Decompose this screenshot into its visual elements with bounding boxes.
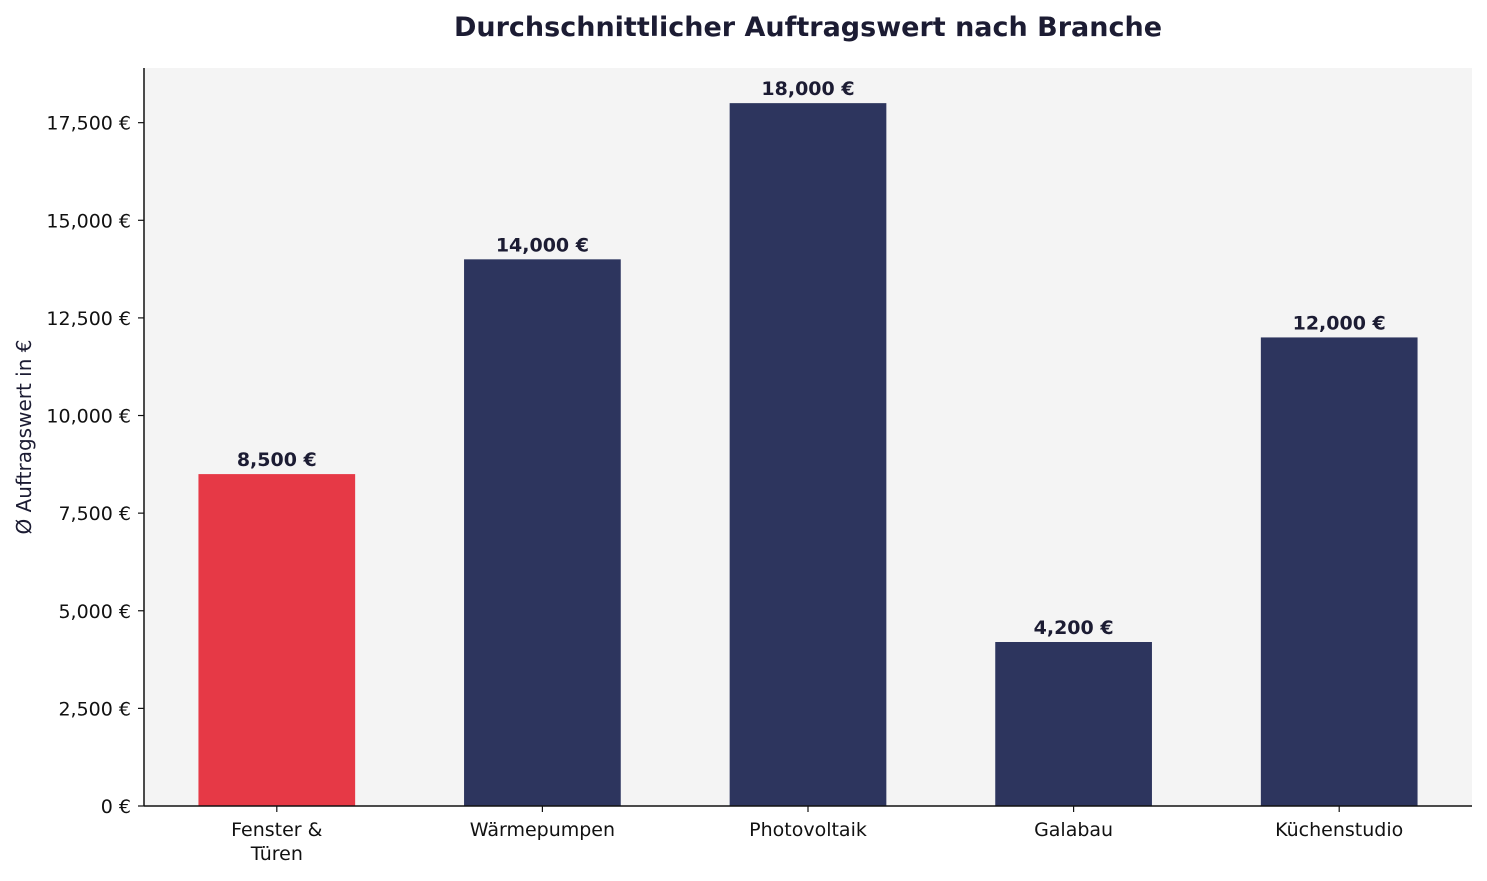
value-label-0: 8,500 € — [237, 449, 317, 471]
y-ticks-group: 0 € 2,500 € 5,000 € 7,500 € 10,000 € 12,500 €… — [46, 113, 144, 818]
value-label-2: 18,000 € — [761, 78, 854, 100]
y-tick-label-5: 12,500 € — [46, 308, 131, 330]
bar-3 — [995, 642, 1152, 806]
x-tick-label-4: Küchenstudio — [1275, 819, 1403, 841]
value-label-1: 14,000 € — [496, 234, 589, 256]
bar-2 — [729, 103, 887, 806]
y-tick-label-7: 17,500 € — [46, 113, 131, 135]
y-tick-label-0: 0 € — [101, 796, 131, 818]
value-labels-group: 8,500 € 14,000 € 18,000 € 4,200 € 12,000 € — [237, 78, 1386, 639]
bar-4 — [1260, 337, 1418, 806]
x-tick-label-3: Galabau — [1034, 819, 1113, 841]
x-tick-label-0: Fenster & Türen — [231, 819, 323, 865]
bars-group — [198, 103, 1418, 807]
y-tick-label-6: 15,000 € — [46, 210, 131, 232]
bar-0 — [198, 474, 356, 806]
y-tick-label-2: 5,000 € — [58, 601, 131, 623]
y-axis-label: Ø Auftragswert in € — [12, 340, 36, 535]
chart-title: Durchschnittlicher Auftragswert nach Bra… — [454, 12, 1162, 43]
y-tick-label-3: 7,500 € — [58, 503, 131, 525]
value-label-4: 12,000 € — [1293, 312, 1386, 334]
x-tick-label-2: Photovoltaik — [749, 819, 867, 841]
value-label-3: 4,200 € — [1034, 617, 1114, 639]
y-tick-label-1: 2,500 € — [58, 698, 131, 720]
y-tick-label-4: 10,000 € — [46, 406, 131, 428]
x-tick-label-1: Wärmepumpen — [470, 819, 615, 841]
x-ticks-group: Fenster & Türen Wärmepumpen Photovoltaik Gal… — [231, 806, 1403, 865]
bar-1 — [464, 259, 621, 807]
